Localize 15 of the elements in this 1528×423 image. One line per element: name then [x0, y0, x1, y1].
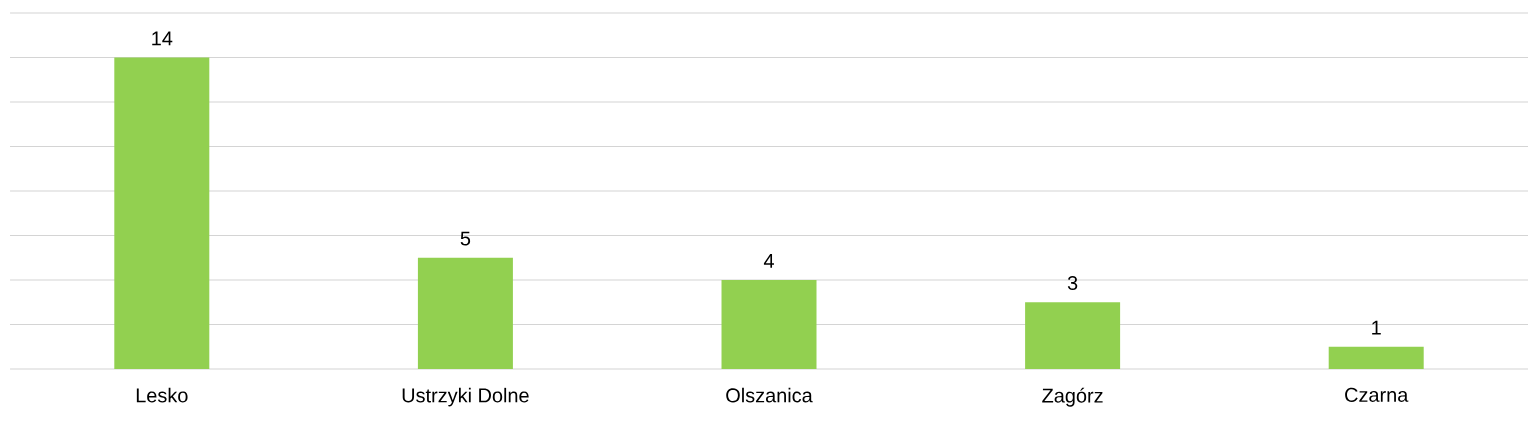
bar	[1328, 346, 1424, 369]
bar	[114, 57, 210, 369]
data-label: 4	[763, 254, 774, 268]
data-label: 5	[460, 231, 471, 246]
data-label: 3	[1067, 275, 1078, 291]
bar	[721, 280, 817, 369]
bar	[417, 257, 513, 369]
x-tick-label: Lesko	[136, 387, 188, 403]
data-label: 14	[152, 31, 173, 46]
x-tick-label: Czarna	[1345, 387, 1409, 402]
data-label: 1	[1372, 320, 1381, 335]
x-tick-label: Olszanica	[726, 387, 813, 403]
x-tick-label: Ustrzyki Dolne	[402, 387, 529, 407]
bar	[1025, 302, 1121, 369]
x-tick-label: Zagórz	[1042, 387, 1103, 407]
